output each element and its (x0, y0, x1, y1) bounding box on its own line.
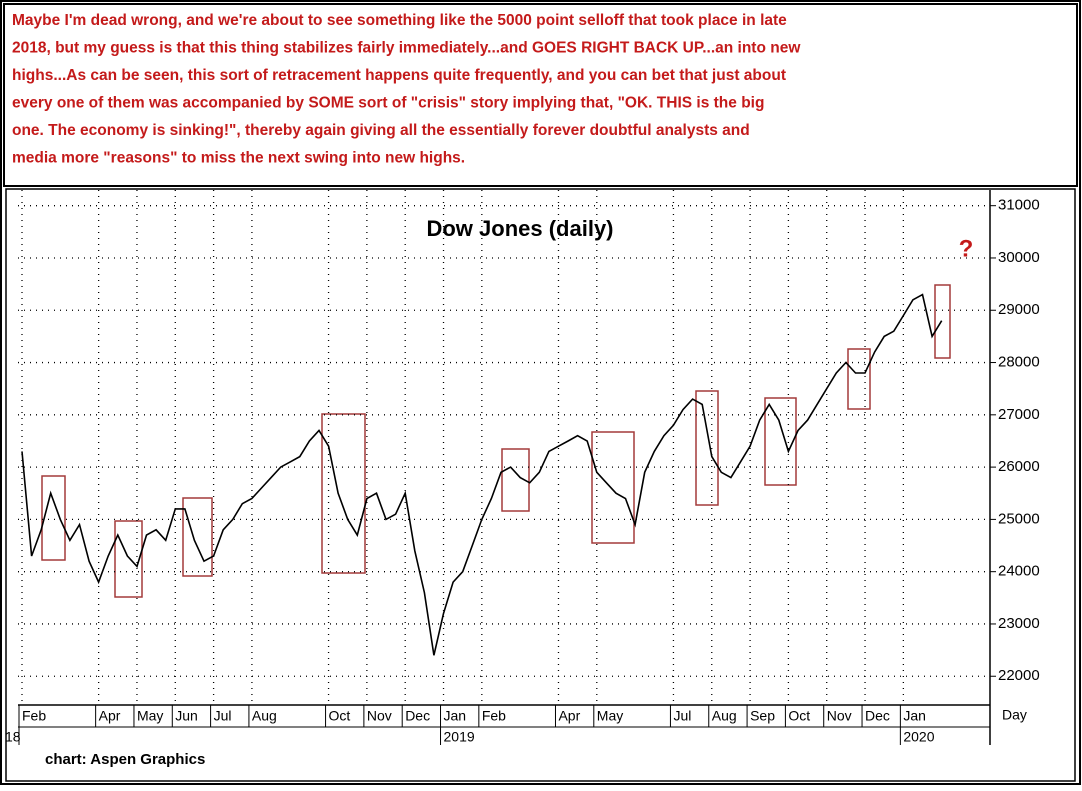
y-tick-label: 31000 (998, 197, 1040, 214)
x-unit: Day (1002, 707, 1027, 723)
comment-line: Maybe I'm dead wrong, and we're about to… (12, 12, 787, 29)
chart-title: Dow Jones (daily) (426, 216, 613, 241)
comment-line: 2018, but my guess is that this thing st… (12, 40, 801, 57)
y-tick-label: 23000 (998, 615, 1040, 632)
x-tick-label: Aug (712, 708, 737, 724)
source: chart: Aspen Graphics (45, 751, 205, 768)
x-tick-label: Jan (903, 708, 926, 724)
x-tick-label: Jan (444, 708, 467, 724)
y-tick-label: 30000 (998, 249, 1040, 266)
chart-frame (5, 188, 1076, 782)
y-tick-label: 27000 (998, 406, 1040, 423)
y-tick-label: 24000 (998, 563, 1040, 580)
comment-line: media more "reasons" to miss the next sw… (12, 150, 465, 167)
x-tick-label: Nov (367, 708, 392, 724)
y-tick-label: 26000 (998, 458, 1040, 475)
comment-line: one. The economy is sinking!", thereby a… (12, 122, 750, 139)
year-label: 18 (5, 729, 21, 745)
year-label: 2020 (903, 729, 934, 745)
y-tick-label: 28000 (998, 354, 1040, 371)
annotation: ? (959, 235, 974, 262)
comment-line: highs...As can be seen, this sort of ret… (12, 67, 786, 84)
x-tick-label: Sep (750, 708, 775, 724)
comment-line: every one of them was accompanied by SOM… (12, 95, 764, 112)
y-tick-label: 22000 (998, 667, 1040, 684)
price-line (21, 293, 943, 656)
x-tick-label: Nov (827, 708, 852, 724)
x-tick-label: Feb (482, 708, 506, 724)
retracement-boxes (41, 284, 951, 598)
x-tick-label: Apr (558, 708, 580, 724)
x-tick-label: Oct (788, 708, 810, 724)
year-label: 2019 (444, 729, 475, 745)
x-tick-label: Jun (175, 708, 198, 724)
x-tick-label: Dec (405, 708, 430, 724)
x-tick-label: Feb (22, 708, 46, 724)
x-tick-label: Jul (673, 708, 691, 724)
x-tick-label: Oct (329, 708, 351, 724)
comment: Maybe I'm dead wrong, and we're about to… (12, 12, 801, 167)
x-tick-label: May (597, 708, 623, 724)
y-tick-label: 25000 (998, 510, 1040, 527)
x-tick-label: Aug (252, 708, 277, 724)
y-tick-label: 29000 (998, 301, 1040, 318)
x-tick-label: Dec (865, 708, 890, 724)
x-tick-label: Jul (214, 708, 232, 724)
x-tick-label: May (137, 708, 163, 724)
comment-box (3, 3, 1078, 187)
x-tick-label: Apr (99, 708, 121, 724)
